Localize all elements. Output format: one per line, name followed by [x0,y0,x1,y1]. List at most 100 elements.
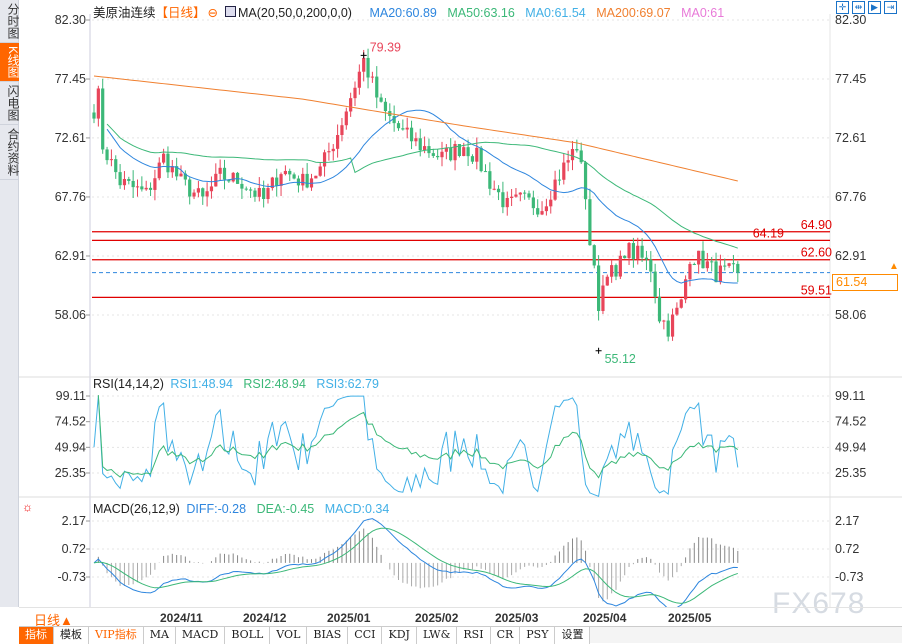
toolbar-rsi[interactable]: RSI [457,627,491,644]
candle-body [666,320,670,337]
toolbar-cr[interactable]: CR [490,627,521,644]
level-label: 62.60 [801,246,832,260]
candle-body [679,299,683,308]
candle-body [370,76,374,78]
toolbar-lw[interactable]: LW& [416,627,458,644]
toolbar-vol[interactable]: VOL [270,627,308,644]
indicator-settings-icon[interactable]: ☼ [22,500,33,514]
candle-body [718,265,722,283]
candle-body [623,255,627,259]
tab-timeshare[interactable]: 分时图 [0,0,20,43]
price-tick-right: 82.30 [835,13,866,27]
toolbar-ma[interactable]: MA [143,627,176,644]
kline-chart[interactable]: 82.30 82.30 77.45 77.45 72.61 72.61 67.76 67.76… [0,0,902,607]
candle-body [218,167,222,174]
candle-body [244,188,248,190]
period-selector[interactable]: 日线▲ [34,613,73,628]
candle-body [231,172,235,182]
candle-body [366,57,370,78]
candle-body [627,243,631,259]
candle-body [510,196,514,198]
toolbar-psy[interactable]: PSY [520,627,556,644]
toolbar-settings[interactable]: 设置 [555,627,591,644]
toolbar-cci[interactable]: CCI [348,627,383,644]
exit-icon[interactable]: ⇥ [884,1,897,14]
candle-body [305,173,309,188]
zoom-range-icon[interactable]: ⇹ [852,1,865,14]
candle-body [501,192,505,208]
rsi1-line [93,395,739,498]
date-label: 2024/12 [243,611,287,625]
candle-body [275,177,279,186]
ma20-value: MA20:60.89 [369,6,437,20]
price-tick-left: 82.30 [55,13,86,27]
candle-body [131,180,135,188]
candle-body [318,166,322,176]
toolbar-bias[interactable]: BIAS [307,627,349,644]
candle-body [144,187,148,190]
tab-flash[interactable]: 闪电图 [0,82,20,126]
rsi-tick-left: 74.52 [55,415,86,429]
candle-body [288,170,292,175]
candle-body [135,186,140,188]
macd-tick-right: 0.72 [835,542,859,556]
candle-body [710,261,714,263]
play-step-icon[interactable]: ▶ [868,1,881,14]
current-price-label: 61.54 [832,274,898,291]
toolbar-indicators[interactable]: 指标 [19,627,54,644]
candle-body [731,263,736,265]
ma200-line [93,75,738,182]
candle-body [105,149,109,161]
candle-body [214,173,218,187]
candle-body [431,153,435,156]
tab-kline[interactable]: K线图 [0,43,20,83]
candle-body [383,101,388,112]
tab-contract-info[interactable]: 合约资料 [0,125,20,181]
candle-body [466,147,470,157]
price-tick-left: 72.61 [55,131,86,145]
price-tick-right: 58.06 [835,308,866,322]
date-label: 2025/02 [415,611,459,625]
macd-legend: MACD(26,12,9) DIFF:-0.28 DEA:-0.45 MACD:… [93,502,396,516]
toolbar-vip[interactable]: VIP指标 [89,627,144,644]
toolbar-templates[interactable]: 模板 [54,627,89,644]
candle-body [636,245,640,259]
candle-body [601,285,605,311]
candle-body [409,127,414,142]
ma50-line [106,123,738,249]
price-tick-left: 67.76 [55,190,86,204]
candle-body [553,179,557,200]
price-tick-left: 58.06 [55,308,86,322]
candle-body [170,166,174,173]
candle-body [157,162,161,179]
date-label: 2025/04 [583,611,627,625]
toolbar-macd[interactable]: MACD [175,627,226,644]
candle-body [453,144,457,161]
candle-body [266,188,270,199]
candle-body [727,263,731,266]
candle-body [631,243,635,259]
toolbar-boll[interactable]: BOLL [225,627,271,644]
candle-body [414,138,418,142]
level-label: 64.19 [753,226,784,240]
toolbar-kdj[interactable]: KDJ [382,627,417,644]
date-label: 2025/05 [668,611,712,625]
crosshair-icon[interactable]: ✛ [836,1,849,14]
candle-body [279,174,283,186]
rsi3-value: RSI3:62.79 [316,377,379,391]
candle-body [514,194,518,197]
price-tick-left: 62.91 [55,249,86,263]
rsi-tick-left: 99.11 [56,389,86,403]
candle-body [475,147,479,162]
candle-body [536,208,540,215]
rsi2-line [97,395,739,479]
chart-tools: ✛ ⇹ ▶ ⇥ [836,1,897,14]
candle-body [723,265,727,267]
ma-params[interactable]: MA(20,50,0,200,0,0) [225,6,359,20]
candle-body [436,155,440,158]
settings-icon[interactable]: ⊖ [207,6,219,20]
candle-body [614,265,618,277]
macd-tick-left: 0.72 [62,542,86,556]
candle-body [196,188,200,193]
candle-body [162,153,166,163]
